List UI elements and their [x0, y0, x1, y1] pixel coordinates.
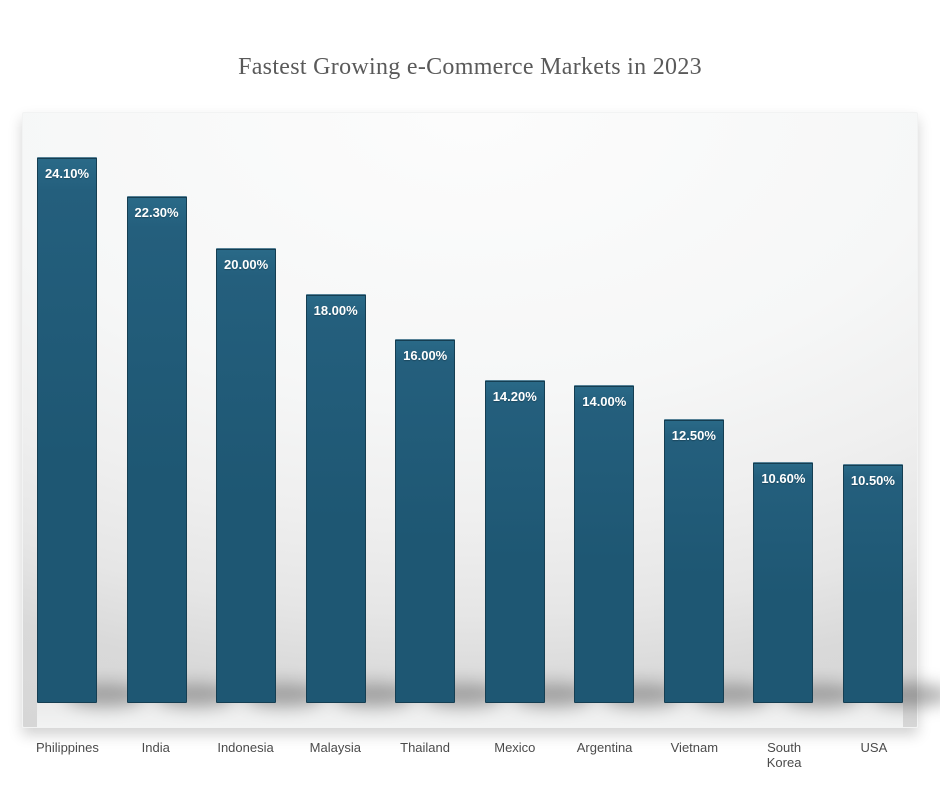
- bar-slot: 18.00%: [306, 157, 366, 703]
- x-axis-label: India: [126, 740, 186, 770]
- bar: 16.00%: [395, 339, 455, 703]
- plot-area: 24.10% 22.30% 20.00% 18.00% 16.00% 14.20% 14.0…: [37, 157, 903, 703]
- x-axis-label: USA: [844, 740, 904, 770]
- bar-slot: 16.00%: [395, 157, 455, 703]
- bar-value-label: 20.00%: [224, 257, 268, 272]
- bar-value-label: 10.60%: [761, 471, 805, 486]
- bar-slot: 10.60%: [753, 157, 813, 703]
- bar: 20.00%: [216, 248, 276, 703]
- chart-panel: 24.10% 22.30% 20.00% 18.00% 16.00% 14.20% 14.0…: [22, 112, 918, 728]
- bar: 10.60%: [753, 462, 813, 703]
- bar-slot: 14.20%: [485, 157, 545, 703]
- x-axis-label: Malaysia: [305, 740, 365, 770]
- bars-row: 24.10% 22.30% 20.00% 18.00% 16.00% 14.20% 14.0…: [37, 157, 903, 703]
- bar: 14.20%: [485, 380, 545, 703]
- x-axis-label: Vietnam: [664, 740, 724, 770]
- bar-value-label: 16.00%: [403, 348, 447, 363]
- bar-value-label: 18.00%: [314, 303, 358, 318]
- x-axis-label: Philippines: [36, 740, 96, 770]
- bar-slot: 10.50%: [843, 157, 903, 703]
- bar: 24.10%: [37, 157, 97, 703]
- bar-slot: 20.00%: [216, 157, 276, 703]
- chart-title: Fastest Growing e-Commerce Markets in 20…: [0, 0, 940, 81]
- bar-value-label: 14.20%: [493, 389, 537, 404]
- bar-value-label: 14.00%: [582, 394, 626, 409]
- bar-slot: 14.00%: [574, 157, 634, 703]
- bar: 12.50%: [664, 419, 724, 703]
- x-axis-labels: Philippines India Indonesia Malaysia Thailan…: [36, 740, 904, 770]
- chart-frame: Fastest Growing e-Commerce Markets in 20…: [0, 0, 940, 788]
- bar: 14.00%: [574, 385, 634, 703]
- bar: 10.50%: [843, 464, 903, 703]
- bar-slot: 12.50%: [664, 157, 724, 703]
- x-axis-label: Mexico: [485, 740, 545, 770]
- x-axis-label: Thailand: [395, 740, 455, 770]
- x-axis-label: Indonesia: [216, 740, 276, 770]
- bar-value-label: 12.50%: [672, 428, 716, 443]
- bar: 18.00%: [306, 294, 366, 703]
- x-axis-label: South Korea: [754, 740, 814, 770]
- bar-value-label: 24.10%: [45, 166, 89, 181]
- bar: 22.30%: [127, 196, 187, 703]
- x-axis-label: Argentina: [575, 740, 635, 770]
- bar-value-label: 22.30%: [135, 205, 179, 220]
- bar-slot: 24.10%: [37, 157, 97, 703]
- bar-slot: 22.30%: [127, 157, 187, 703]
- bar-value-label: 10.50%: [851, 473, 895, 488]
